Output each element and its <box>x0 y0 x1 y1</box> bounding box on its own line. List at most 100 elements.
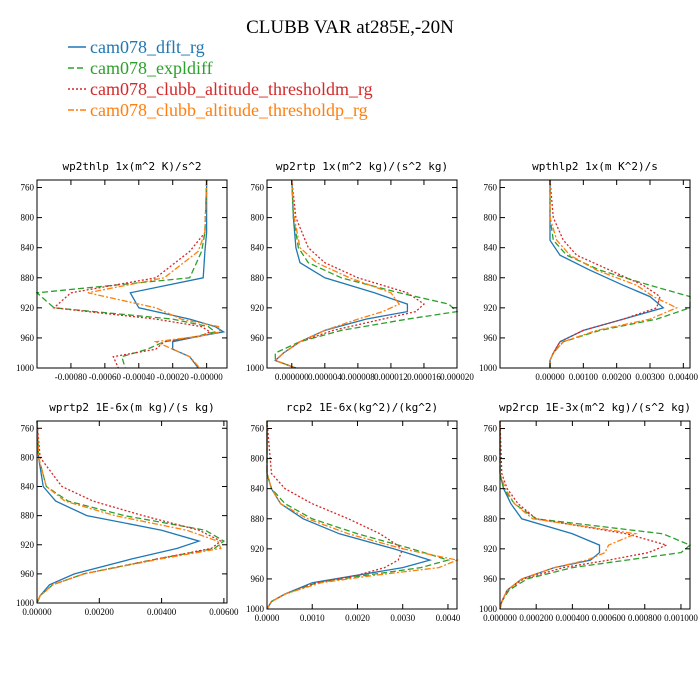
y-tick-label: 960 <box>21 333 35 343</box>
y-tick-label: 880 <box>21 273 35 283</box>
x-tick-label: -0.00040 <box>123 372 156 382</box>
legend-label: cam078_dflt_rg <box>90 37 205 57</box>
y-tick-label: 880 <box>251 273 265 283</box>
x-tick-label: 0.0020 <box>345 613 370 623</box>
plot-frame <box>36 179 228 369</box>
legend: cam078_dflt_rg cam078_expldiff cam078_cl… <box>68 37 373 120</box>
plot-frame <box>266 420 458 610</box>
series-line <box>36 420 223 604</box>
x-tick-label: -0.00020 <box>157 372 190 382</box>
x-tick-label: 0.0040 <box>436 613 461 623</box>
x-tick-label: 0.00300 <box>635 372 665 382</box>
y-tick-label: 760 <box>21 423 35 433</box>
series-line <box>36 420 222 604</box>
series-line <box>499 420 669 610</box>
series-line <box>266 421 460 610</box>
series-line <box>274 179 459 369</box>
y-tick-label: 960 <box>484 333 498 343</box>
x-tick-label: 0.00400 <box>147 607 177 617</box>
y-tick-label: 840 <box>484 243 498 253</box>
series-line <box>266 421 433 610</box>
legend-label: cam078_clubb_altitude_thresholdm_rg <box>90 79 373 99</box>
y-tick-label: 1000 <box>479 363 498 373</box>
series-line <box>266 421 451 610</box>
y-tick-label: 840 <box>251 243 265 253</box>
legend-item: cam078_expldiff <box>68 58 213 78</box>
y-tick-label: 960 <box>251 333 265 343</box>
x-tick-label: 0.0030 <box>390 613 415 623</box>
y-tick-label: 920 <box>251 544 265 554</box>
legend-label: cam078_expldiff <box>90 58 213 78</box>
y-tick-label: 1000 <box>246 604 265 614</box>
x-tick-label: 0.000400 <box>556 613 590 623</box>
plot-frame <box>36 420 228 604</box>
legend-label: cam078_clubb_altitude_thresholdp_rg <box>90 100 368 120</box>
chart-panel: wp2thlp 1x(m^2 K)/s^2 760 800 840 880 920 960 1… <box>16 160 228 382</box>
panel-title: wp2rcp 1E-3x(m^2 kg)/(s^2 kg) <box>499 401 691 414</box>
legend-item: cam078_dflt_rg <box>68 37 205 57</box>
series-line <box>274 179 426 369</box>
x-tick-label: 0.00000 <box>22 607 52 617</box>
series-line <box>36 420 226 604</box>
y-tick-label: 760 <box>251 424 265 434</box>
chart-panel: wpthlp2 1x(m K^2)/s 760 800 840 880 920 960 100… <box>479 160 698 382</box>
y-tick-label: 800 <box>21 452 35 462</box>
panels: wp2thlp 1x(m^2 K)/s^2 760 800 840 880 920 960 1… <box>16 160 698 623</box>
chart-panel: wprtp2 1E-6x(m kg)/(s kg) 760 800 840 880 920… <box>16 401 239 617</box>
x-tick-label: 0.000000 <box>483 613 517 623</box>
series-line <box>274 179 401 369</box>
series-line <box>499 421 639 610</box>
x-tick-label: 0.0000 <box>255 613 280 623</box>
series-line <box>549 180 679 368</box>
y-tick-label: 1000 <box>246 363 265 373</box>
x-tick-label: 0.000012 <box>374 372 408 382</box>
x-tick-label: 0.00000 <box>535 372 565 382</box>
x-tick-label: 0.00200 <box>602 372 632 382</box>
y-tick-label: 800 <box>484 213 498 223</box>
x-tick-label: 0.0010 <box>300 613 325 623</box>
panel-title: wp2thlp 1x(m^2 K)/s^2 <box>62 160 201 173</box>
figure-title: CLUBB VAR at285E,-20N <box>246 17 454 38</box>
series-line <box>87 179 222 369</box>
x-tick-label: 0.000016 <box>407 372 441 382</box>
y-tick-label: 760 <box>21 183 35 193</box>
series-line <box>499 421 601 610</box>
y-tick-label: 840 <box>21 482 35 492</box>
x-tick-label: -0.00000 <box>191 372 224 382</box>
panel-title: rcp2 1E-6x(kg^2)/(kg^2) <box>286 401 438 414</box>
chart-panel: wp2rcp 1E-3x(m^2 kg)/(s^2 kg)760 800 840 88… <box>479 401 698 623</box>
legend-item: cam078_clubb_altitude_thresholdp_rg <box>68 100 368 120</box>
x-tick-label: 0.00100 <box>569 372 599 382</box>
series-line <box>35 179 217 369</box>
y-tick-label: 1000 <box>479 604 498 614</box>
y-tick-label: 920 <box>251 303 265 313</box>
plot-frame <box>499 420 691 610</box>
x-tick-label: 0.000800 <box>628 613 662 623</box>
chart-panel: wp2rtp 1x(m^2 kg)/(s^2 kg) 760 800 840 880 92… <box>246 160 474 382</box>
y-tick-label: 1000 <box>16 598 35 608</box>
y-tick-label: 920 <box>21 303 35 313</box>
plot-frame <box>266 179 458 369</box>
y-tick-label: 840 <box>251 484 265 494</box>
x-tick-label: 0.00200 <box>85 607 115 617</box>
y-tick-label: 800 <box>21 213 35 223</box>
x-tick-label: -0.00080 <box>55 372 88 382</box>
y-tick-label: 960 <box>21 569 35 579</box>
y-tick-label: 760 <box>484 183 498 193</box>
x-tick-label: 0.000600 <box>592 613 626 623</box>
y-tick-label: 1000 <box>16 363 35 373</box>
y-tick-label: 920 <box>484 303 498 313</box>
plot-frame <box>499 179 691 369</box>
x-tick-label: 0.000000 <box>275 372 309 382</box>
y-tick-label: 840 <box>21 243 35 253</box>
y-tick-label: 800 <box>484 454 498 464</box>
y-tick-label: 880 <box>21 511 35 521</box>
legend-item: cam078_clubb_altitude_thresholdm_rg <box>68 79 373 99</box>
y-tick-label: 760 <box>251 183 265 193</box>
chart-panel: rcp2 1E-6x(kg^2)/(kg^2) 760 800 840 880 920 96… <box>246 401 461 623</box>
x-tick-label: 0.000020 <box>440 372 474 382</box>
panel-title: wprtp2 1E-6x(m kg)/(s kg) <box>49 401 215 414</box>
y-tick-label: 800 <box>251 213 265 223</box>
y-tick-label: 960 <box>251 574 265 584</box>
